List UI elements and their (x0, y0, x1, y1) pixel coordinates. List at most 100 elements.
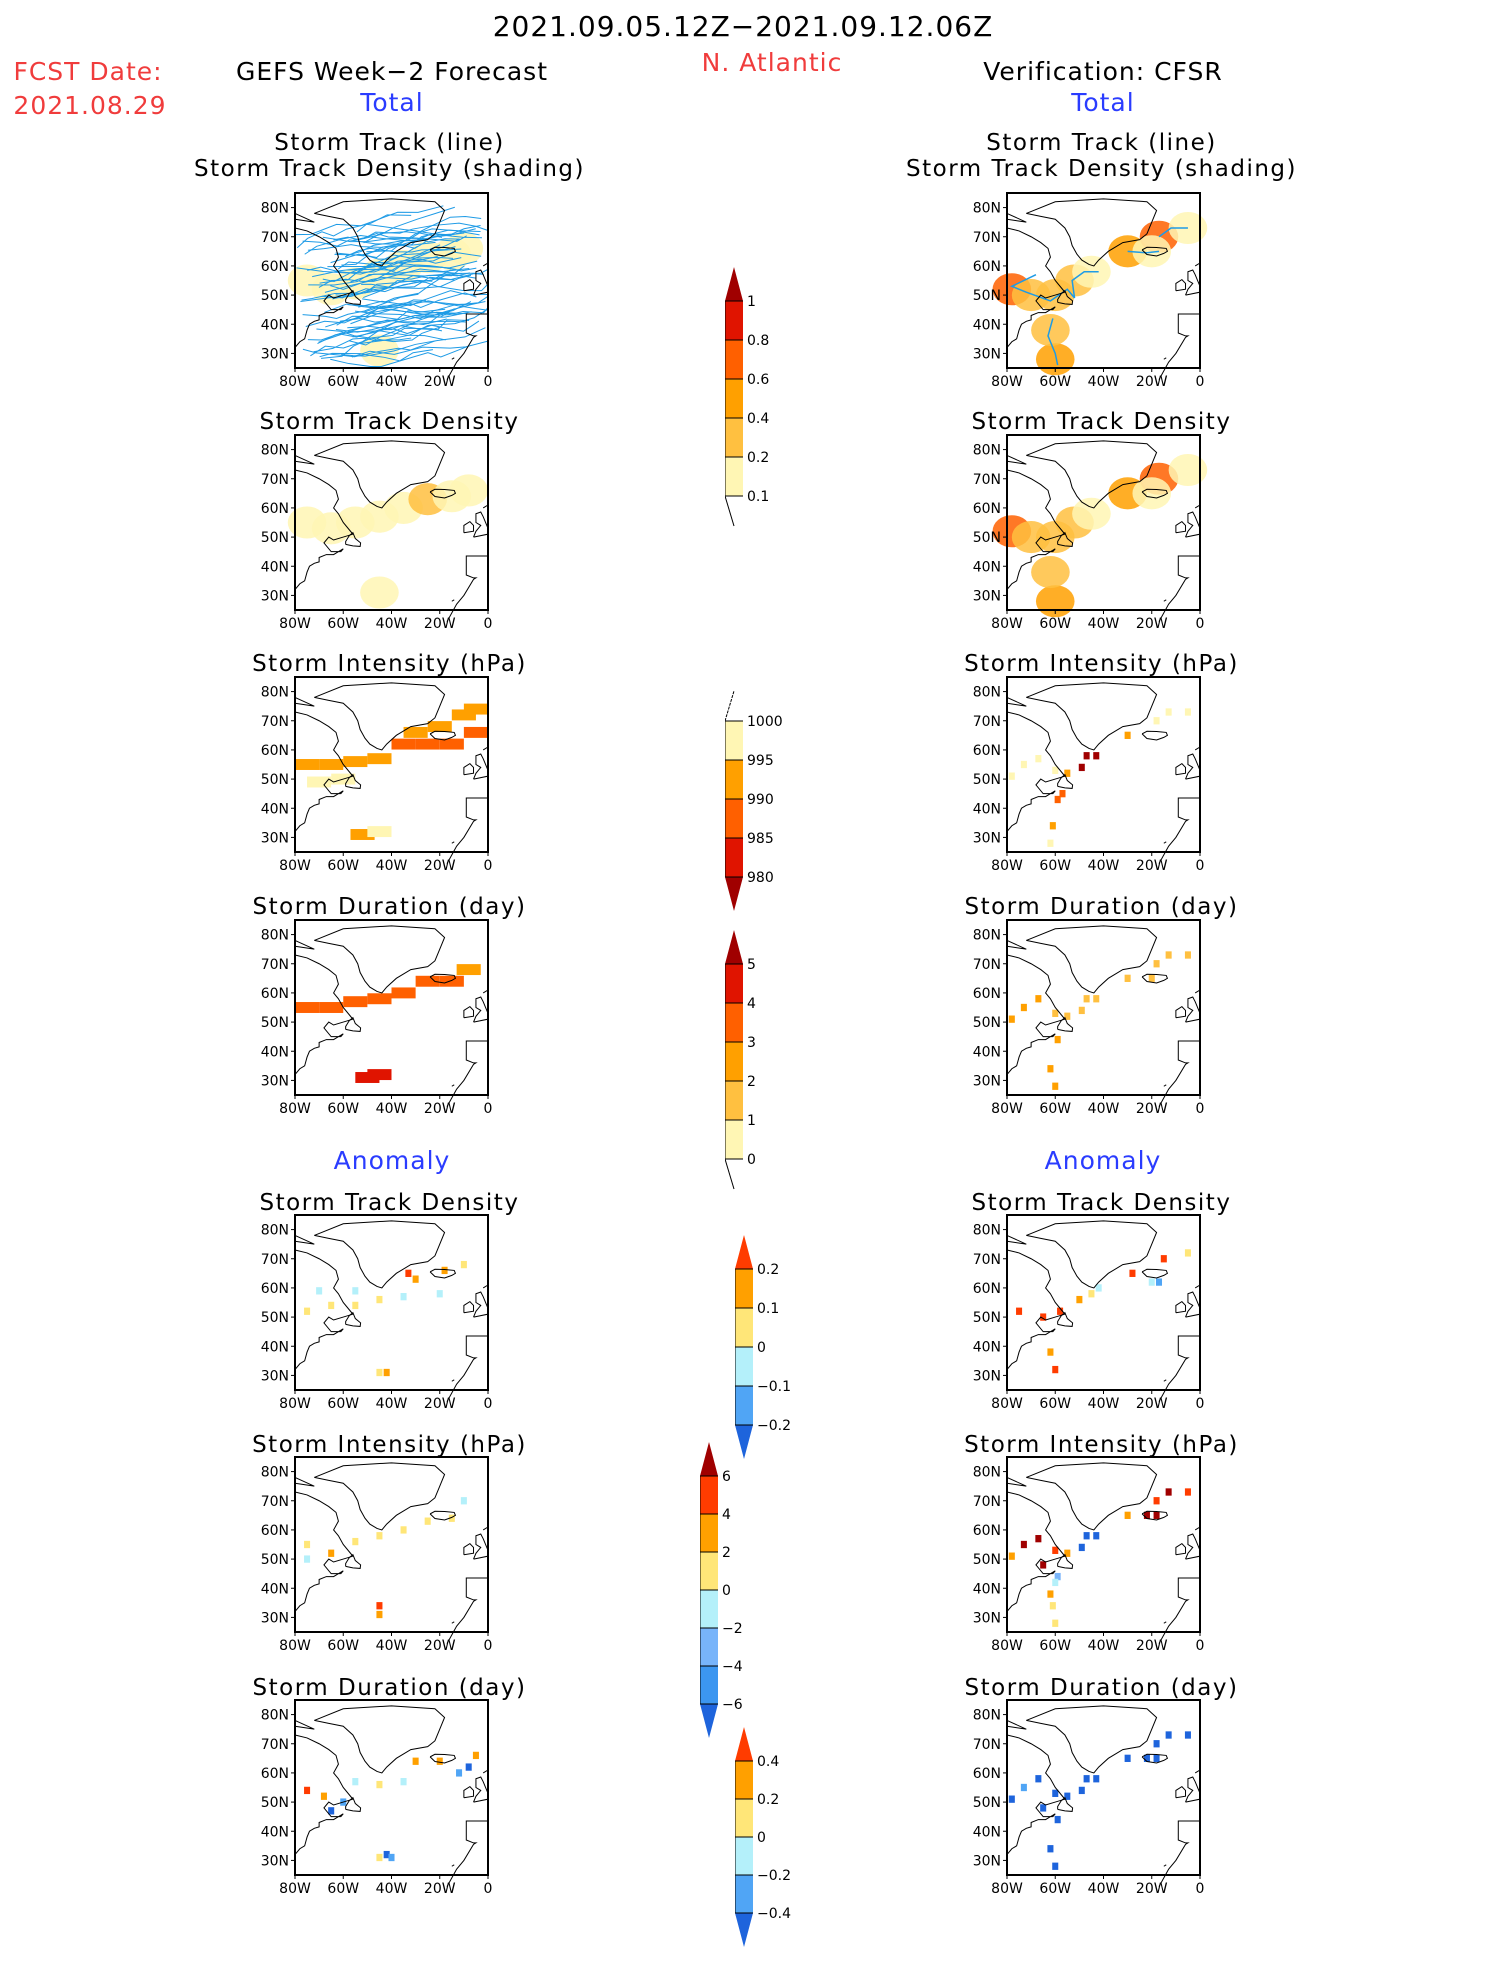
colorbar-arrow-top (700, 1442, 718, 1476)
grid-cell (367, 753, 392, 765)
coastline (473, 1291, 489, 1318)
grid-cell (376, 1602, 383, 1610)
storm-track-line (334, 228, 480, 256)
x-tick-label: 60W (327, 616, 359, 632)
x-tick-label: 0 (484, 1101, 493, 1117)
storm-track-line (350, 262, 489, 283)
map-frame (294, 1456, 489, 1633)
map-svg: 30N 40N 50N 60N 70N 80N 80W 60W 40W 20W 0 (973, 192, 1208, 390)
x-tick-label: 60W (1039, 858, 1071, 874)
grid-cell (1040, 1313, 1047, 1321)
panel-title: Storm Duration (day) (252, 1675, 527, 1701)
coastline (429, 973, 457, 984)
grid-cell (1064, 1792, 1071, 1800)
y-tick-label: 50N (261, 1015, 289, 1031)
storm-track-line (302, 340, 436, 358)
grid-cell (304, 1540, 311, 1549)
coastline (294, 939, 315, 950)
panel-title: Storm Track Density (shading) (906, 156, 1297, 182)
coastline (345, 289, 362, 305)
grid-cell (1008, 1552, 1015, 1560)
colorbar-label: 0.4 (747, 411, 769, 427)
x-tick-label: 0 (1196, 1396, 1205, 1412)
coastline (314, 1705, 446, 1774)
x-tick-label: 80W (279, 1396, 311, 1412)
y-tick-label: 80N (973, 443, 1001, 459)
y-tick-label: 30N (973, 346, 1001, 362)
panel-title: Storm Track Density (259, 409, 520, 435)
grid-cell (439, 975, 464, 987)
colorbar-label: 0 (722, 1583, 731, 1599)
y-tick-label: 70N (261, 230, 289, 246)
y-tick-label: 80N (973, 201, 1001, 217)
y-tick-label: 70N (973, 1737, 1001, 1753)
x-tick-label: 20W (424, 1638, 456, 1654)
grid-cell (451, 709, 476, 721)
region-label: N. Atlantic (701, 48, 843, 77)
y-tick-label: 40N (261, 559, 289, 575)
x-tick-label: 0 (484, 858, 493, 874)
map-panel-R6: 30N 40N 50N 60N 70N 80N 80W 60W 40W 20W 0 (967, 1456, 1220, 1666)
grid-cell (436, 1757, 443, 1765)
x-tick-label: 80W (279, 374, 311, 390)
y-tick-label: 50N (261, 530, 289, 546)
storm-track-line (325, 310, 458, 328)
y-tick-label: 60N (261, 986, 289, 1002)
coastline (1006, 469, 1066, 590)
coastline (1163, 841, 1167, 844)
density-blob (1168, 453, 1208, 487)
map-svg: 30N 40N 50N 60N 70N 80N 80W 60W 40W 20W 0 (261, 676, 493, 874)
x-tick-label: 60W (327, 1638, 359, 1654)
y-tick-label: 60N (973, 743, 1001, 759)
grid-cell (1049, 1602, 1056, 1610)
storm-track-line (366, 225, 481, 253)
colorbar-segment (700, 1476, 718, 1514)
colorbar-arrow-bottom (735, 1425, 753, 1459)
colorbar-label: −0.2 (757, 1868, 791, 1884)
panel-title: Storm Intensity (hPa) (252, 651, 527, 677)
storm-track-line (1127, 250, 1160, 254)
colorbar-segment (725, 379, 743, 418)
y-tick-label: 30N (973, 588, 1001, 604)
colorbar-segment (700, 1590, 718, 1628)
y-tick-label: 60N (973, 501, 1001, 517)
map-panel-R5: 30N 40N 50N 60N 70N 80N 80W 60W 40W 20W 0 (967, 1214, 1220, 1424)
coastline (1026, 925, 1158, 994)
coastline (429, 1268, 457, 1279)
map-panel-L1: 30N 40N 50N 60N 70N 80N 80W 60W 40W 20W 0 (255, 192, 508, 402)
x-tick-label: 0 (484, 374, 493, 390)
storm-track-line (347, 301, 479, 308)
colorbar-intensity_anom: −6 −4 −2 0 2 4 6 (699, 1440, 780, 1754)
grid-cell (383, 1850, 390, 1859)
y-tick-label: 60N (261, 743, 289, 759)
coastline (1006, 454, 1027, 465)
grid-cell (472, 1751, 479, 1760)
grid-cell (1076, 1295, 1083, 1304)
storm-track-line (1047, 318, 1059, 366)
y-tick-label: 50N (973, 1015, 1001, 1031)
coastline (294, 469, 354, 590)
panel-title: Storm Duration (day) (964, 894, 1239, 920)
grid-cell (424, 1517, 431, 1525)
grid-cell (1020, 1540, 1027, 1549)
grid-cell (1165, 708, 1172, 716)
coastline (463, 1005, 475, 1019)
colorbar-label: 6 (722, 1469, 731, 1485)
colorbar-segment (735, 1837, 753, 1875)
x-tick-label: 60W (327, 858, 359, 874)
colorbar-label: 0.1 (747, 489, 769, 505)
colorbar-label: 0.2 (757, 1792, 779, 1808)
coastline (451, 357, 455, 360)
y-tick-label: 50N (261, 1310, 289, 1326)
colorbar-label: 0 (747, 1152, 756, 1168)
coastline (451, 1084, 455, 1087)
grid-cell (1148, 974, 1155, 982)
grid-cell (1153, 960, 1160, 968)
grid-cell (460, 1497, 467, 1505)
grid-cell (412, 1275, 419, 1283)
grid-cell (456, 1769, 463, 1777)
map-svg: 30N 40N 50N 60N 70N 80N 80W 60W 40W 20W 0 (261, 1699, 492, 1897)
y-tick-label: 70N (973, 1494, 1001, 1510)
coastline (1057, 1796, 1074, 1812)
grid-cell (1057, 1307, 1064, 1315)
